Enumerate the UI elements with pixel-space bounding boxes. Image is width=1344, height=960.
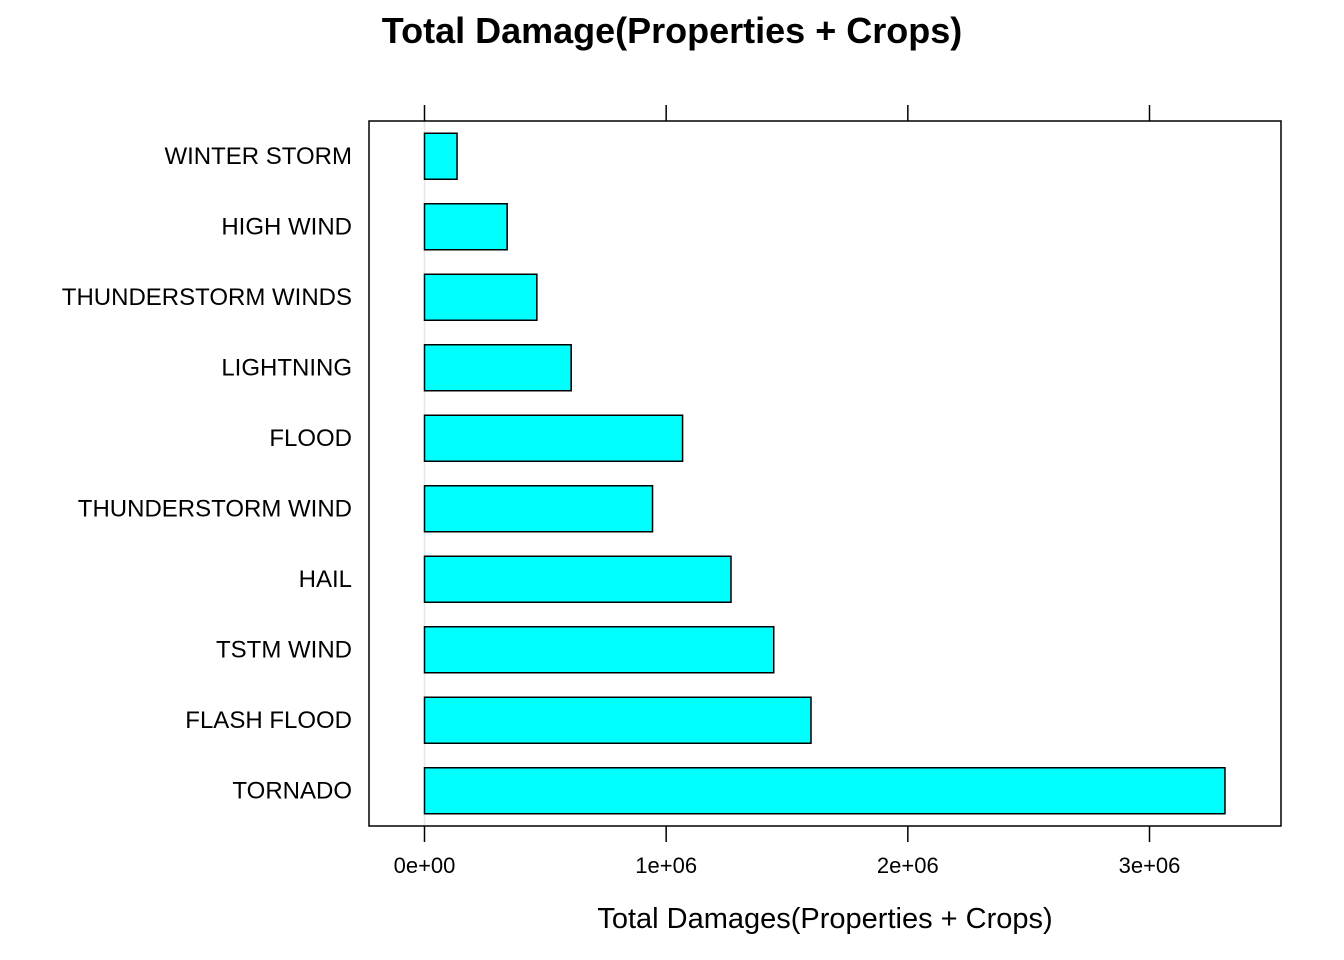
category-label: WINTER STORM [164,143,352,170]
bar-winter-storm [423,132,458,180]
x-tick-label: 1e+06 [635,853,697,878]
category-label: THUNDERSTORM WINDS [62,284,352,311]
x-tick-label: 2e+06 [877,853,939,878]
bar-tstm-wind [423,626,775,674]
bar-high-wind [423,203,508,251]
bar-lightning [423,344,572,392]
category-label: LIGHTNING [221,354,352,381]
category-label: HIGH WIND [221,213,352,240]
bar-thunderstorm-wind [423,485,654,533]
bar-thunderstorm-winds [423,273,538,321]
plot-area: TORNADO FLASH FLOOD TSTM WIND HAIL THUNDERST… [62,105,1282,878]
x-tick-label: 3e+06 [1119,853,1181,878]
plot-border [368,120,1282,827]
bar-tornado [423,767,1226,815]
category-label: THUNDERSTORM WIND [78,495,352,522]
category-label: FLASH FLOOD [185,707,352,734]
category-label: TORNADO [232,777,352,804]
category-label: TSTM WIND [216,636,352,663]
x-tick-label: 0e+00 [394,853,456,878]
bar-hail [423,555,732,603]
category-label: HAIL [299,566,352,593]
bar-flash-flood [423,696,812,744]
bar-flood [423,414,684,462]
x-axis-title: Total Damages(Properties + Crops) [597,903,1052,935]
chart-title: Total Damage(Properties + Crops) [382,10,962,51]
category-label: FLOOD [269,425,352,452]
